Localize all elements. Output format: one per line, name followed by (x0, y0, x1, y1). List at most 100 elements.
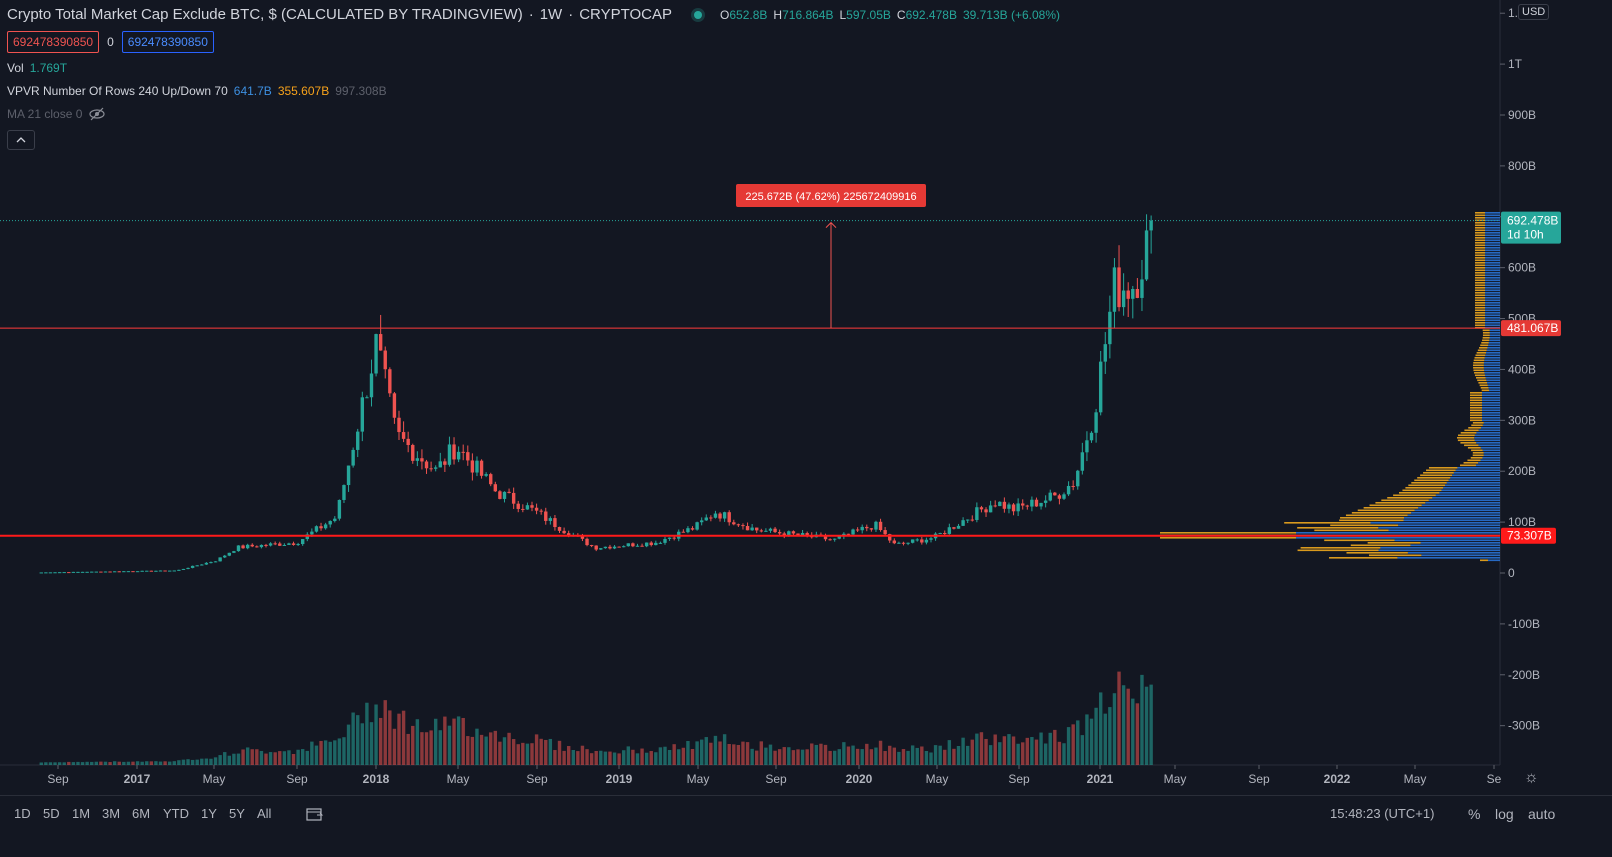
percent-scale-button[interactable]: % (1468, 806, 1481, 822)
sell-button[interactable]: 692478390850 (7, 31, 100, 53)
candle-body (525, 505, 530, 510)
goto-date-icon[interactable] (306, 806, 324, 825)
volume-bar (245, 747, 250, 765)
candle-body (479, 460, 484, 476)
candle-body (356, 431, 360, 450)
volume-profile-bar-up (1483, 452, 1500, 454)
price-tick-label: 600B (1508, 261, 1536, 275)
volume-bar (356, 715, 360, 765)
volume-bar (181, 759, 186, 765)
range-1d-button[interactable]: 1D (14, 806, 31, 821)
volume-profile-bar-up (1425, 502, 1500, 504)
volume-bar (828, 750, 832, 765)
auto-scale-button[interactable]: auto (1528, 806, 1556, 822)
range-5y-button[interactable]: 5Y (229, 806, 245, 821)
volume-profile-bar-up (1489, 337, 1500, 339)
volume-bar (291, 753, 296, 765)
volume-bar (1048, 732, 1052, 765)
volume-bar (897, 751, 901, 765)
volume-bar (1053, 729, 1057, 765)
currency-badge[interactable]: USD (1518, 4, 1550, 20)
range-5d-button[interactable]: 5D (43, 806, 60, 821)
range-1y-button[interactable]: 1Y (201, 806, 217, 821)
volume-profile-bar-up (1485, 227, 1500, 229)
chart-title[interactable]: Crypto Total Market Cap Exclude BTC, $ (… (7, 6, 523, 23)
range-3m-button[interactable]: 3M (102, 806, 121, 821)
volume-bar (131, 761, 135, 765)
volume-profile-bar-down (1345, 514, 1408, 517)
log-scale-button[interactable]: log (1495, 806, 1514, 822)
volume-profile-bar-up (1485, 232, 1500, 234)
candle-body (177, 569, 181, 571)
volume-bar (892, 747, 897, 765)
candle-body (631, 543, 635, 547)
volume-bar (154, 761, 158, 765)
indicator-vpvr[interactable]: VPVR Number Of Rows 240 Up/Down 70 641.7… (7, 84, 387, 98)
volume-profile-bar-up (1478, 444, 1500, 447)
candle-body (287, 543, 291, 545)
range-ytd-button[interactable]: YTD (163, 806, 189, 821)
market-status-icon[interactable] (694, 10, 703, 19)
candle-body (328, 521, 332, 525)
candle-body (906, 542, 910, 544)
clock-display[interactable]: 15:48:23 (UTC+1) (1330, 806, 1435, 821)
indicator-ma[interactable]: MA 21 close 0 (7, 107, 106, 121)
volume-bar (433, 718, 438, 765)
volume-profile-bar-up (1482, 449, 1500, 452)
price-tick-label: 1T (1508, 57, 1523, 71)
candle-body (626, 543, 631, 547)
candle-body (310, 531, 314, 535)
volume-bar (741, 741, 745, 765)
volume-profile-bar-down (1467, 447, 1481, 449)
candle-body (507, 491, 511, 493)
candle-body (635, 545, 640, 547)
volume-profile-bar-up (1486, 349, 1500, 352)
settings-gear-icon[interactable]: ☼ (1524, 769, 1539, 786)
volume-profile-bar-down (1475, 309, 1485, 312)
measure-label-box[interactable] (736, 184, 926, 207)
price-tick-label: 100B (1508, 515, 1536, 529)
candle-body (314, 526, 319, 532)
candle-body (713, 513, 718, 518)
volume-profile-bar-down (1475, 289, 1485, 292)
candle-body (755, 527, 759, 531)
volume-profile-bar-down (1478, 382, 1488, 384)
volume-profile-bar-down (1475, 284, 1485, 287)
volume-bar (447, 725, 452, 765)
volume-profile-bar-up (1482, 414, 1500, 417)
candle-body (910, 539, 915, 543)
candle-body (76, 571, 80, 573)
range-1m-button[interactable]: 1M (72, 806, 91, 821)
interval-label[interactable]: 1W (539, 6, 563, 23)
candle-body (612, 546, 617, 549)
exchange-label: CRYPTOCAP (579, 6, 673, 23)
range-all-button[interactable]: All (257, 806, 272, 821)
buy-button[interactable]: 692478390850 (121, 31, 214, 53)
volume-profile-bar-up (1482, 407, 1500, 409)
candle-body (163, 570, 167, 572)
price-tick-label: 400B (1508, 362, 1536, 376)
volume-bar (200, 758, 204, 765)
volume-bar (1080, 735, 1085, 765)
indicator-volume[interactable]: Vol 1.769T (7, 61, 68, 75)
volume-profile-bar-down (1387, 497, 1433, 499)
candle-body (1034, 499, 1039, 507)
volume-bar (76, 761, 80, 765)
volume-bar (979, 732, 984, 765)
candle-body (241, 545, 245, 549)
volume-profile-bar-down (1284, 522, 1371, 524)
hidden-eye-icon[interactable] (88, 107, 106, 121)
collapse-legend-button[interactable] (7, 130, 35, 150)
volume-profile-bar-down (1468, 427, 1481, 429)
range-6m-button[interactable]: 6M (132, 806, 151, 821)
candle-body (672, 537, 676, 539)
volume-bar (745, 742, 750, 765)
candle-body (140, 570, 144, 572)
volume-profile-bar-down (1482, 337, 1490, 339)
candle-body (984, 509, 988, 513)
volume-bar (709, 742, 713, 765)
volume-profile-bar-down (1363, 507, 1419, 509)
volume-profile-bar-up (1485, 244, 1500, 247)
volume-bar (1135, 703, 1140, 765)
